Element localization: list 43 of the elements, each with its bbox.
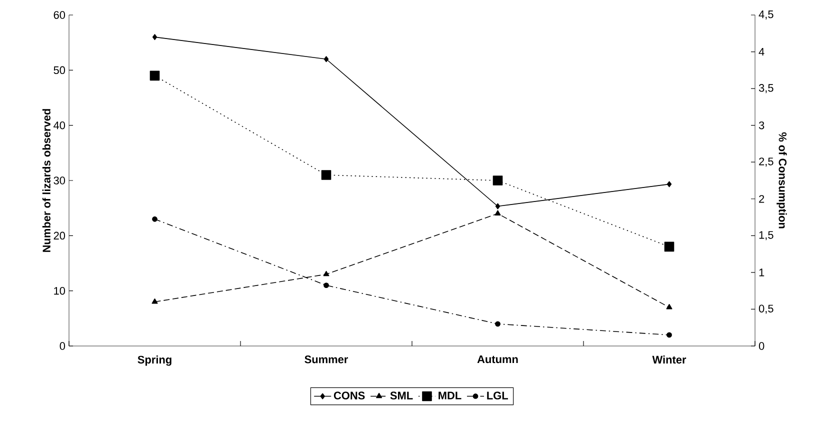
legend-label: MDL xyxy=(438,392,462,400)
point xyxy=(324,282,329,288)
legend-label: SML xyxy=(390,392,413,400)
y-tick-label: 20 xyxy=(54,232,66,240)
point xyxy=(666,332,672,338)
y2-tick-label: 2,5 xyxy=(759,158,774,167)
y2-tick-label: 3 xyxy=(758,121,764,130)
y-tick-label: 30 xyxy=(54,176,66,184)
y-axis-title: Number of lizards observed xyxy=(42,109,50,252)
point xyxy=(492,176,503,186)
point xyxy=(666,181,672,188)
legend-label: CONS xyxy=(334,392,365,400)
point xyxy=(664,242,674,252)
y-tick-label: 50 xyxy=(54,66,66,74)
y-tick-label: 0 xyxy=(60,342,66,350)
x-tick-label: Autumn xyxy=(477,356,518,364)
point xyxy=(666,304,672,310)
y2-tick-label: 1 xyxy=(759,268,764,276)
y-tick-label: 40 xyxy=(54,121,66,130)
point xyxy=(495,203,500,210)
y2-axis-title: % of Consumption xyxy=(776,132,787,228)
point xyxy=(152,216,158,222)
y-tick-label: 60 xyxy=(54,11,66,19)
point xyxy=(152,298,158,304)
y2-tick-label: 0,5 xyxy=(758,304,774,314)
x-tick-label: Summer xyxy=(304,356,348,364)
point xyxy=(323,270,330,276)
point xyxy=(324,56,329,62)
y2-tick-label: 0 xyxy=(758,342,764,350)
point xyxy=(495,321,500,327)
y2-tick-label: 1,5 xyxy=(759,231,774,240)
y2-tick-label: 2 xyxy=(759,195,764,203)
point xyxy=(152,34,158,40)
y2-tick-label: 3,5 xyxy=(758,84,774,94)
legend-label: LGL xyxy=(487,392,508,400)
point xyxy=(150,70,160,81)
x-tick-label: Spring xyxy=(138,356,172,366)
y2-tick-label: 4,5 xyxy=(758,10,774,20)
y-tick-label: 10 xyxy=(54,286,66,295)
y2-tick-label: 4 xyxy=(758,48,764,56)
point xyxy=(494,210,501,216)
x-tick-label: Winter xyxy=(652,356,686,364)
point xyxy=(321,170,332,180)
